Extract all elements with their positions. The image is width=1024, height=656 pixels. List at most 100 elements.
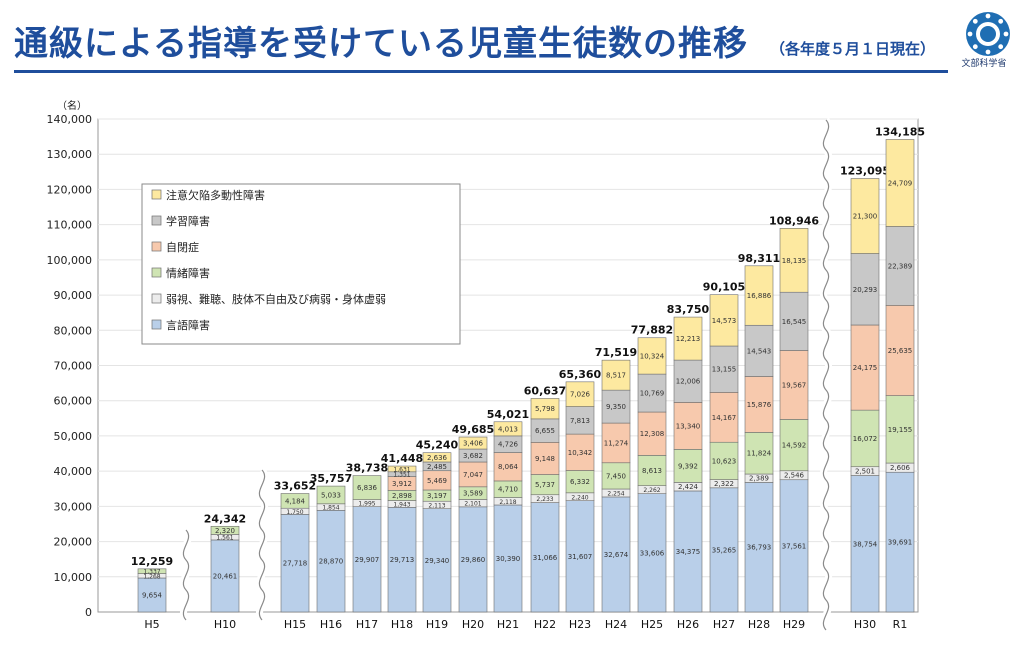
bar-segment	[493, 421, 523, 437]
bar-segment	[387, 465, 417, 473]
page-subtitle: （各年度５月１日現在）	[770, 40, 936, 58]
x-tick-label: H16	[320, 618, 342, 631]
bar-segment	[637, 337, 667, 375]
segment-value-label: 4,184	[285, 497, 306, 505]
bar-segment	[709, 294, 739, 347]
segment-value-label: 7,450	[606, 472, 626, 480]
segment-value-label: 6,836	[357, 484, 378, 492]
x-tick-label: H23	[569, 618, 591, 631]
bar-segment	[709, 392, 739, 443]
segment-value-label: 15,876	[747, 401, 772, 409]
segment-value-label: 4,726	[498, 441, 519, 449]
bar-segment	[316, 510, 346, 613]
x-tick-label: H25	[641, 618, 663, 631]
y-tick-label: 70,000	[54, 360, 93, 373]
y-tick-label: 110,000	[47, 219, 93, 232]
bar-segment	[885, 139, 915, 227]
x-tick-label: H30	[854, 618, 876, 631]
segment-value-label: 3,197	[427, 492, 447, 500]
bar-segment	[673, 402, 703, 450]
bar-total-label: 49,685	[452, 423, 494, 436]
segment-value-label: 35,265	[712, 546, 737, 554]
bar-total-label: 134,185	[875, 125, 925, 138]
segment-value-label: 27,718	[283, 560, 308, 568]
ministry-logo-icon	[966, 12, 1010, 56]
legend-label: 弱視、難聴、肢体不自由及び病弱・身体虚弱	[166, 292, 386, 306]
x-tick-label: H29	[783, 618, 805, 631]
segment-value-label: 14,167	[712, 414, 737, 422]
ministry-logo-text: 文部科学省	[961, 59, 1007, 69]
bar-segment	[637, 373, 667, 413]
y-tick-label: 80,000	[54, 324, 93, 337]
segment-value-label: 19,567	[782, 381, 807, 389]
x-tick-label: H21	[497, 618, 519, 631]
bar-total-label: 35,757	[310, 472, 352, 485]
segment-value-label: 14,573	[712, 317, 737, 325]
segment-value-label: 1,631	[393, 466, 410, 473]
segment-value-label: 2,118	[499, 499, 516, 506]
segment-value-label: 25,635	[888, 347, 913, 355]
x-tick-label: H28	[748, 618, 770, 631]
segment-value-label: 38,754	[853, 540, 878, 548]
y-tick-label: 30,000	[54, 500, 93, 513]
segment-value-label: 2,485	[427, 463, 447, 471]
bar-segment	[137, 568, 167, 574]
segment-value-label: 6,332	[570, 478, 590, 486]
segment-value-label: 24,709	[888, 179, 913, 187]
segment-value-label: 12,308	[640, 430, 665, 438]
legend-swatch	[151, 215, 162, 226]
bar-segment	[637, 411, 667, 456]
segment-value-label: 9,654	[142, 592, 163, 600]
x-tick-label: R1	[893, 618, 908, 631]
legend-swatch	[151, 293, 162, 304]
segment-value-label: 21,300	[853, 213, 878, 221]
x-tick-label: H26	[677, 618, 699, 631]
bar-total-label: 24,342	[204, 512, 246, 525]
segment-value-label: 31,066	[533, 554, 558, 562]
bar-segment	[709, 441, 739, 480]
bar-segment	[744, 324, 774, 377]
bar-total-label: 77,882	[631, 324, 673, 337]
segment-value-label: 2,113	[428, 502, 445, 509]
segment-value-label: 1,268	[143, 573, 160, 580]
segment-value-label: 2,101	[464, 501, 481, 508]
segment-value-label: 11,824	[747, 450, 772, 458]
axis-break-3	[822, 119, 830, 631]
bar-segment	[885, 305, 915, 396]
title-underline	[14, 70, 948, 73]
segment-value-label: 3,682	[463, 452, 483, 460]
bar-segment	[850, 253, 880, 326]
segment-value-label: 5,737	[535, 481, 555, 489]
bar-segment	[530, 502, 560, 613]
segment-value-label: 2,240	[571, 494, 588, 501]
bar-segment	[280, 514, 310, 613]
bar-segment	[779, 228, 809, 293]
y-tick-label: 20,000	[54, 536, 93, 549]
segment-value-label: 31,607	[568, 553, 593, 561]
bar-total-label: 65,360	[559, 368, 602, 381]
segment-value-label: 1,337	[143, 569, 160, 576]
bar-total-label: 83,750	[667, 303, 710, 316]
y-tick-label: 90,000	[54, 289, 93, 302]
bar-segment	[779, 291, 809, 351]
y-axis-unit: （名）	[57, 99, 87, 112]
segment-value-label: 9,392	[678, 462, 698, 470]
segment-value-label: 8,613	[642, 467, 662, 475]
segment-value-label: 10,324	[640, 352, 665, 360]
x-tick-label: H15	[284, 618, 306, 631]
segment-value-label: 2,424	[678, 483, 699, 491]
segment-value-label: 16,886	[747, 292, 772, 300]
bar-segment	[850, 475, 880, 613]
x-tick-label: H17	[356, 618, 378, 631]
segment-value-label: 2,254	[607, 490, 624, 497]
bar-segment	[709, 345, 739, 393]
bar-segment	[352, 475, 382, 500]
bar-segment	[744, 265, 774, 326]
bar-total-label: 45,240	[416, 439, 459, 452]
segment-value-label: 14,543	[747, 347, 772, 355]
segment-value-label: 12,213	[676, 335, 701, 343]
segment-value-label: 3,912	[392, 480, 412, 488]
bar-segment	[850, 409, 880, 468]
bar-total-label: 38,738	[346, 462, 388, 475]
